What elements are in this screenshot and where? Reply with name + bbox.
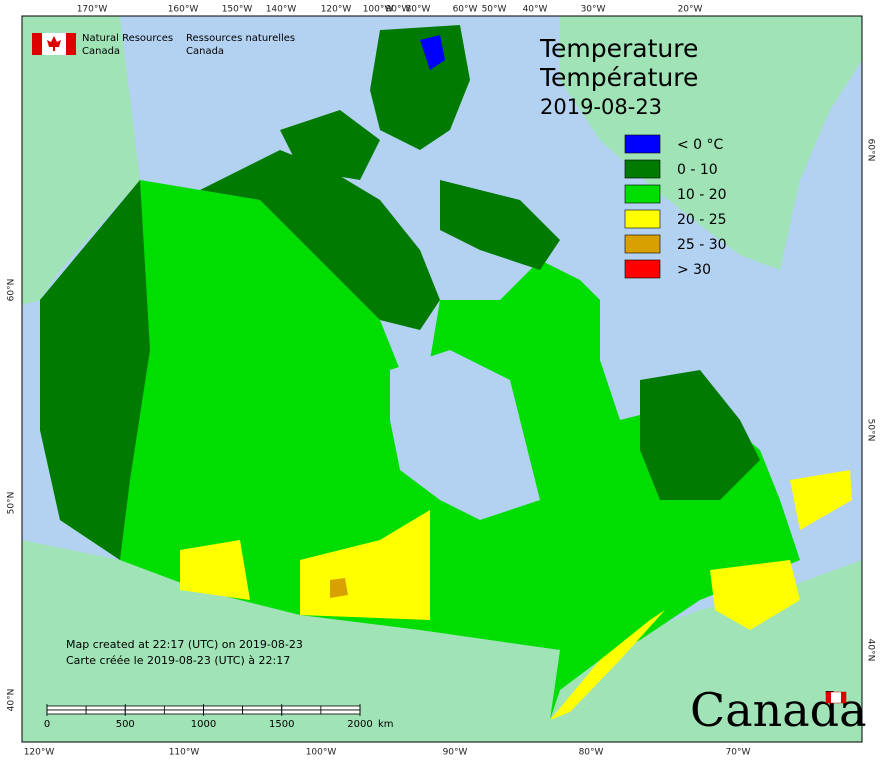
scale-label: 0 [44,719,50,730]
labrador [640,370,760,500]
scale-segment [203,709,244,715]
longitude-label: 30°W [581,5,606,15]
longitude-label: 140°W [266,5,297,15]
hot-area [330,578,348,598]
scale-segment [320,705,361,711]
legend-swatch [624,184,661,204]
scale-segment [46,709,87,715]
longitude-label: 120°W [24,748,55,758]
legend-label: 10 - 20 [677,187,727,203]
ontario-warm [550,610,665,720]
scale-segment [203,705,244,711]
greenland [560,16,862,270]
latitude-label: 60°N [866,139,876,162]
header-en: Canada [82,46,120,57]
nrcan-logo: Natural Resources Canada Ressources natu… [32,33,295,57]
maritimes-warm [710,560,800,630]
scale-bar: 0 500 1000 1500 2000 km [44,704,394,730]
baffin-island [440,180,560,270]
legend-label: 25 - 30 [677,237,727,253]
longitude-label: 70°W [726,748,751,758]
title-en: Temperature [539,34,698,63]
longitude-label: 110°W [169,748,200,758]
longitude-label: 90°W [386,5,411,15]
wordmark: Canada [690,683,867,737]
scale-label: 500 [116,719,135,730]
latitude-label: 60°N [7,279,17,302]
scale-segment [281,709,322,715]
wordmark-flag-right [841,692,846,703]
ellesmere-island [370,25,470,150]
scale-segment [85,705,126,711]
newfoundland-warm [790,470,852,530]
wordmark-flag-left [826,692,831,703]
header-fr: Ressources naturelles [186,33,295,44]
legend-label: 20 - 25 [677,212,727,228]
longitude-label: 90°W [443,748,468,758]
latitude-label: 50°N [866,419,876,442]
header-fr: Canada [186,46,224,57]
map-area [21,15,863,743]
scale-segment [281,705,322,711]
scale-segment [124,705,165,711]
longitude-label: 40°W [523,5,548,15]
longitude-label: 160°W [168,5,199,15]
map-frame [21,15,863,743]
longitude-label: 100°W [306,748,337,758]
flag-right [66,33,76,55]
scale-segment [163,705,204,711]
legend-swatch [624,209,661,229]
latitude-label: 40°N [866,639,876,662]
title-date: 2019-08-23 [540,95,662,119]
legend-swatch [624,134,661,154]
canada-wordmark: Canada [690,683,867,737]
footer-en: Map created at 22:17 (UTC) on 2019-08-23 [66,638,303,651]
footer-fr: Carte créée le 2019-08-23 (UTC) à 22:17 [66,654,290,667]
scale-segment [163,709,204,715]
longitude-label: 80°W [579,748,604,758]
legend-swatch [624,234,661,254]
longitude-label: 120°W [321,5,352,15]
longitude-label: 170°W [77,5,108,15]
scale-unit: km [378,719,394,730]
longitude-label: 50°W [482,5,507,15]
longitude-label: 20°W [678,5,703,15]
legend-swatch [624,159,661,179]
legend-label: < 0 °C [677,137,724,153]
flag-left [32,33,42,55]
bc-warm [180,540,250,600]
alaska [22,16,140,305]
hudson-bay [390,350,540,520]
graticule-labels: 170°W 160°W 150°W 140°W 120°W 100°W90°W80°W 60… [7,5,876,758]
cold-area [420,35,445,70]
longitude-label: 150°W [222,5,253,15]
longitude-label: 100°W [363,5,394,15]
arctic-mainland [200,150,440,330]
scale-segment [85,709,126,715]
header-en: Natural Resources [82,33,173,44]
scale-label: 1500 [269,719,294,730]
scale-label: 2000 [347,719,372,730]
longitude-label: 80°W [406,5,431,15]
scale-segment [242,709,283,715]
title-fr: Température [539,63,698,92]
scale-label: 1000 [191,719,216,730]
maple-leaf [47,36,61,51]
scale-segment [124,709,165,715]
scale-segment [242,705,283,711]
longitude-label: 60°W [453,5,478,15]
scale-segment [46,705,87,711]
scale-segment [320,709,361,715]
legend-label: 0 - 10 [677,162,718,178]
legend: < 0 °C 0 - 10 10 - 20 20 - 25 25 - 30 > 30 [624,134,727,279]
western-cordillera [40,180,150,560]
arctic-island [280,110,380,180]
legend-swatch [624,259,661,279]
latitude-label: 40°N [7,689,17,712]
usa [22,540,862,742]
latitude-label: 50°N [7,492,17,515]
legend-label: > 30 [677,262,711,278]
